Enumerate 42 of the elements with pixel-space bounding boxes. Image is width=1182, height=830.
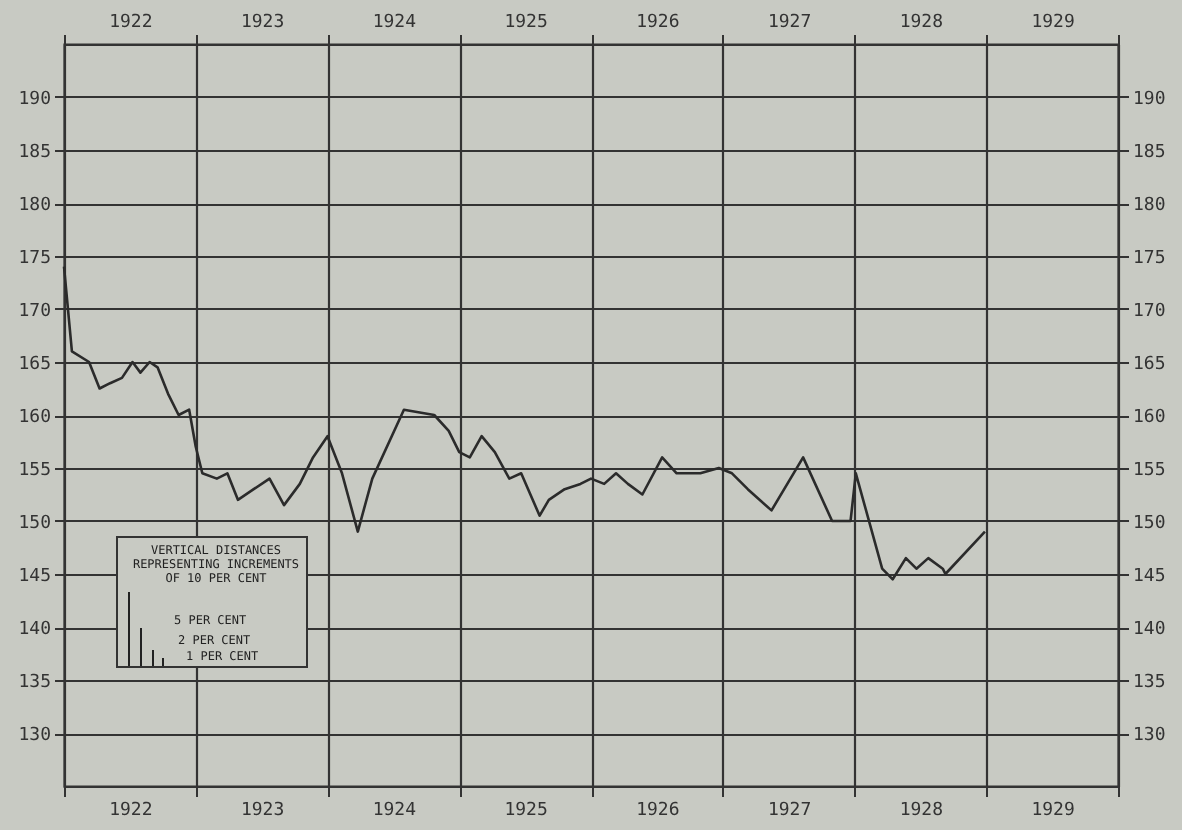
y2-tick-label: 155 [1133, 461, 1166, 481]
y-tick-label: 140 [18, 620, 51, 640]
y2-tick-label: 135 [1133, 673, 1166, 693]
x-tick-label: 1925 [504, 13, 548, 33]
x-tick-label: 1923 [240, 13, 285, 33]
y-tick-label: 135 [18, 673, 51, 693]
y-tick-label: 155 [18, 461, 51, 481]
x2-tick-label: 1923 [240, 801, 285, 821]
x2-tick-label: 1922 [109, 801, 153, 821]
x-tick-label: 1928 [899, 13, 944, 33]
y2-tick-label: 140 [1133, 620, 1166, 640]
y2-tick-label: 175 [1133, 249, 1166, 269]
y-tick-label: 180 [18, 196, 51, 216]
y-tick-label: 175 [18, 249, 51, 269]
y-tick-label: 160 [18, 408, 51, 428]
x2-tick-label: 1924 [372, 801, 417, 821]
y2-tick-label: 150 [1133, 514, 1166, 534]
y2-tick-label: 160 [1133, 408, 1166, 428]
x-tick-label: 1929 [1031, 13, 1075, 33]
x2-tick-label: 1928 [899, 801, 944, 821]
x-tick-label: 1926 [636, 13, 680, 33]
y2-tick-label: 130 [1133, 726, 1166, 746]
y2-tick-label: 165 [1133, 355, 1166, 375]
y2-tick-label: 190 [1133, 90, 1166, 110]
x2-tick-label: 1929 [1031, 801, 1075, 821]
y2-tick-label: 185 [1133, 143, 1166, 163]
y-tick-label: 145 [18, 567, 51, 587]
x2-tick-label: 1925 [504, 801, 548, 821]
x-tick-label: 1922 [109, 13, 153, 33]
y-tick-label: 190 [18, 90, 51, 110]
y-tick-label: 185 [18, 143, 51, 163]
y-tick-label: 170 [18, 302, 51, 322]
y-tick-label: 165 [18, 355, 51, 375]
y2-tick-label: 170 [1133, 302, 1166, 322]
x-tick-label: 1924 [372, 13, 417, 33]
y2-tick-label: 145 [1133, 567, 1166, 587]
y2-tick-label: 180 [1133, 196, 1166, 216]
y-tick-label: 150 [18, 514, 51, 534]
x-tick-label: 1927 [767, 13, 812, 33]
y-tick-label: 130 [18, 726, 51, 746]
x2-tick-label: 1927 [767, 801, 812, 821]
x2-tick-label: 1926 [636, 801, 680, 821]
